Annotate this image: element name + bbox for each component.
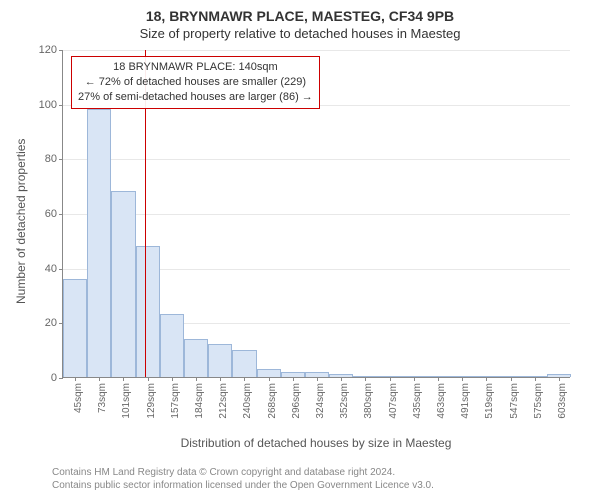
xtick-mark: [341, 377, 342, 381]
annotation-line: ← 72% of detached houses are smaller (22…: [78, 75, 313, 90]
xtick-mark: [317, 377, 318, 381]
y-axis-label: Number of detached properties: [14, 139, 28, 304]
gridline-horizontal: [63, 214, 570, 215]
bar: [208, 344, 232, 377]
xtick-mark: [559, 377, 560, 381]
xtick-label: 463sqm: [434, 383, 447, 419]
xtick-label: 73sqm: [95, 383, 108, 413]
ytick-label: 60: [45, 208, 63, 220]
xtick-label: 212sqm: [216, 383, 229, 419]
xtick-mark: [269, 377, 270, 381]
xtick-label: 352sqm: [337, 383, 350, 419]
xtick-label: 575sqm: [531, 383, 544, 419]
ytick-label: 80: [45, 153, 63, 165]
ytick-label: 40: [45, 263, 63, 275]
chart-plot-area: 02040608010012045sqm73sqm101sqm129sqm157…: [62, 50, 570, 378]
bar: [184, 339, 208, 377]
footer-attribution: Contains HM Land Registry data © Crown c…: [52, 466, 434, 492]
page-title: 18, BRYNMAWR PLACE, MAESTEG, CF34 9PB: [12, 8, 588, 24]
bar: [136, 246, 160, 377]
xtick-label: 240sqm: [240, 383, 253, 419]
annotation-line: 18 BRYNMAWR PLACE: 140sqm: [78, 60, 313, 75]
bar: [87, 109, 111, 377]
annotation-line: 27% of semi-detached houses are larger (…: [78, 90, 313, 105]
xtick-mark: [75, 377, 76, 381]
xtick-mark: [511, 377, 512, 381]
bar: [232, 350, 256, 377]
xtick-mark: [486, 377, 487, 381]
bar: [63, 279, 87, 377]
xtick-label: 129sqm: [144, 383, 157, 419]
xtick-label: 101sqm: [119, 383, 132, 419]
xtick-label: 45sqm: [71, 383, 84, 413]
x-axis-label: Distribution of detached houses by size …: [62, 436, 570, 450]
xtick-label: 296sqm: [289, 383, 302, 419]
xtick-label: 491sqm: [458, 383, 471, 419]
footer-line-1: Contains HM Land Registry data © Crown c…: [52, 466, 434, 479]
bar: [257, 369, 281, 377]
xtick-mark: [535, 377, 536, 381]
xtick-mark: [196, 377, 197, 381]
xtick-label: 380sqm: [361, 383, 374, 419]
bar: [111, 191, 135, 377]
xtick-label: 157sqm: [168, 383, 181, 419]
xtick-mark: [123, 377, 124, 381]
xtick-label: 268sqm: [265, 383, 278, 419]
xtick-mark: [220, 377, 221, 381]
xtick-label: 547sqm: [507, 383, 520, 419]
xtick-mark: [414, 377, 415, 381]
xtick-mark: [438, 377, 439, 381]
ytick-label: 0: [51, 372, 63, 384]
ytick-label: 100: [39, 99, 63, 111]
bar: [160, 314, 184, 377]
xtick-label: 184sqm: [192, 383, 205, 419]
xtick-mark: [244, 377, 245, 381]
subtitle: Size of property relative to detached ho…: [12, 26, 588, 41]
xtick-label: 324sqm: [313, 383, 326, 419]
gridline-horizontal: [63, 159, 570, 160]
annotation-box: 18 BRYNMAWR PLACE: 140sqm← 72% of detach…: [71, 56, 320, 109]
xtick-mark: [462, 377, 463, 381]
xtick-label: 603sqm: [555, 383, 568, 419]
xtick-mark: [148, 377, 149, 381]
ytick-label: 120: [39, 44, 63, 56]
xtick-label: 407sqm: [386, 383, 399, 419]
xtick-mark: [172, 377, 173, 381]
xtick-mark: [390, 377, 391, 381]
xtick-label: 435sqm: [410, 383, 423, 419]
xtick-mark: [293, 377, 294, 381]
gridline-horizontal: [63, 50, 570, 51]
ytick-label: 20: [45, 317, 63, 329]
xtick-label: 519sqm: [482, 383, 495, 419]
footer-line-2: Contains public sector information licen…: [52, 479, 434, 492]
xtick-mark: [365, 377, 366, 381]
xtick-mark: [99, 377, 100, 381]
